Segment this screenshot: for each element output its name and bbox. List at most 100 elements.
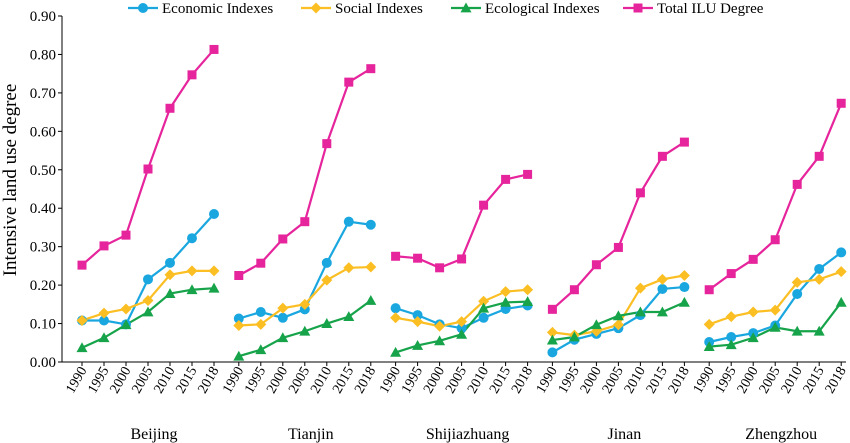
total-ilu-degree-point	[278, 234, 288, 244]
total-ilu-degree-point	[814, 151, 824, 161]
social-indexes-point	[255, 318, 267, 330]
total-ilu-degree-point	[770, 235, 780, 245]
city-group-labels: Beijing Tianjin Shijiazhuang Jinan Zhengzhou	[130, 426, 817, 443]
city-label: Jinan	[608, 426, 642, 443]
ecological-indexes-point	[769, 321, 781, 332]
ecological-indexes-point	[546, 334, 558, 345]
social-indexes-point	[434, 320, 446, 332]
social-indexes-point	[678, 270, 690, 281]
y-axis-label: Intensive land use degree	[0, 84, 21, 277]
total-ilu-degree-point	[836, 98, 846, 108]
ecological-indexes-point	[656, 306, 668, 317]
legend-swatch-marker	[460, 2, 472, 13]
legend-label: Economic Indexes	[162, 1, 273, 17]
total-ilu-degree-point	[547, 304, 557, 314]
economic-indexes-point	[209, 208, 219, 219]
social-indexes-point	[412, 316, 424, 328]
ecological-indexes-point	[522, 296, 534, 307]
economic-indexes-point	[143, 274, 153, 285]
economic-indexes-point	[343, 216, 354, 227]
total-ilu-degree-point	[165, 103, 175, 113]
social-indexes-point	[120, 303, 132, 315]
ecological-indexes-point	[456, 328, 468, 339]
economic-indexes-point	[233, 313, 244, 324]
total-ilu-degree-point	[792, 179, 802, 189]
legend-label: Total ILU Degree	[657, 1, 764, 17]
ecological-indexes-point	[791, 325, 803, 336]
x-tick-label: 1995	[399, 365, 426, 397]
total-ilu-degree-point	[391, 251, 401, 261]
x-tick-label: 2005	[757, 365, 784, 397]
city-label: Shijiazhuang	[426, 426, 510, 443]
city-label: Zhengzhou	[745, 426, 817, 443]
y-tick-label: 0.10	[30, 317, 56, 333]
ecological-indexes-point	[208, 282, 220, 293]
ecological-indexes-point	[299, 325, 311, 336]
series-markers	[76, 44, 847, 361]
ecological-indexes-point	[813, 325, 825, 336]
total-ilu-degree-line-beijing	[81, 48, 215, 266]
y-tick-label: 0.70	[30, 86, 56, 102]
x-tick-label: 1995	[713, 365, 740, 397]
economic-indexes-point	[277, 312, 288, 323]
social-indexes-point	[478, 295, 490, 307]
total-ilu-degree-point	[569, 285, 579, 295]
social-indexes-point	[835, 266, 847, 278]
social-indexes-point	[546, 326, 558, 338]
x-tick-label: 2015	[173, 365, 200, 397]
economic-indexes-point	[679, 282, 690, 293]
economic-indexes-point	[836, 247, 847, 258]
ecological-indexes-point	[186, 284, 198, 295]
total-ilu-degree-point	[657, 151, 667, 161]
economic-indexes-point	[390, 303, 401, 314]
ecological-indexes-point	[142, 306, 154, 317]
ecological-indexes-point	[678, 296, 690, 307]
economic-indexes-point	[547, 347, 558, 358]
x-tick-label: 2018	[823, 365, 850, 397]
economic-indexes-point	[792, 288, 803, 299]
total-ilu-degree-point	[256, 258, 266, 268]
x-tick-label: 2015	[330, 365, 357, 397]
social-indexes-point	[612, 319, 624, 331]
economic-indexes-point	[321, 257, 332, 268]
x-tick-label: 2010	[779, 365, 806, 397]
social-indexes-point	[634, 282, 646, 294]
ecological-indexes-point	[500, 296, 512, 307]
ecological-indexes-point	[434, 335, 446, 346]
social-indexes-point	[233, 319, 245, 331]
total-ilu-degree-point	[613, 242, 623, 252]
economic-indexes-point	[99, 315, 109, 326]
legend-swatch-marker	[633, 3, 643, 13]
total-ilu-degree-point	[748, 254, 758, 264]
total-ilu-degree-point	[435, 263, 445, 273]
social-indexes-point	[277, 302, 289, 314]
social-indexes-point	[725, 311, 737, 323]
ecological-indexes-point	[255, 344, 267, 355]
economic-indexes-point	[255, 307, 266, 318]
y-tick-label: 0.40	[30, 201, 56, 217]
x-tick-label: 2005	[600, 365, 627, 397]
economic-indexes-point	[814, 263, 825, 274]
x-tick-label: 1995	[85, 365, 112, 397]
total-ilu-degree-point	[187, 70, 197, 80]
ecological-indexes-point	[634, 306, 646, 317]
x-tick-label: 2005	[443, 365, 470, 397]
legend-swatch-marker	[138, 3, 148, 13]
total-ilu-degree-point	[591, 260, 601, 270]
x-tick-label: 2018	[352, 365, 379, 397]
social-indexes-point	[703, 318, 715, 330]
total-ilu-degree-point	[300, 217, 310, 227]
x-tick-label: 2018	[195, 365, 222, 397]
social-indexes-point	[164, 269, 176, 281]
ecological-indexes-point	[703, 341, 715, 352]
y-tick-label: 0.30	[30, 240, 56, 256]
x-tick-label: 2015	[487, 365, 514, 397]
ecological-indexes-point	[98, 332, 110, 343]
total-ilu-degree-line-jinan	[551, 141, 685, 311]
x-axis-tick-labels: 1990199520002005201020152018199019952000…	[63, 365, 849, 397]
ecological-indexes-point	[343, 311, 355, 322]
economic-indexes-point	[365, 219, 376, 230]
total-ilu-degree-point	[501, 174, 511, 184]
total-ilu-degree-point	[726, 269, 736, 279]
